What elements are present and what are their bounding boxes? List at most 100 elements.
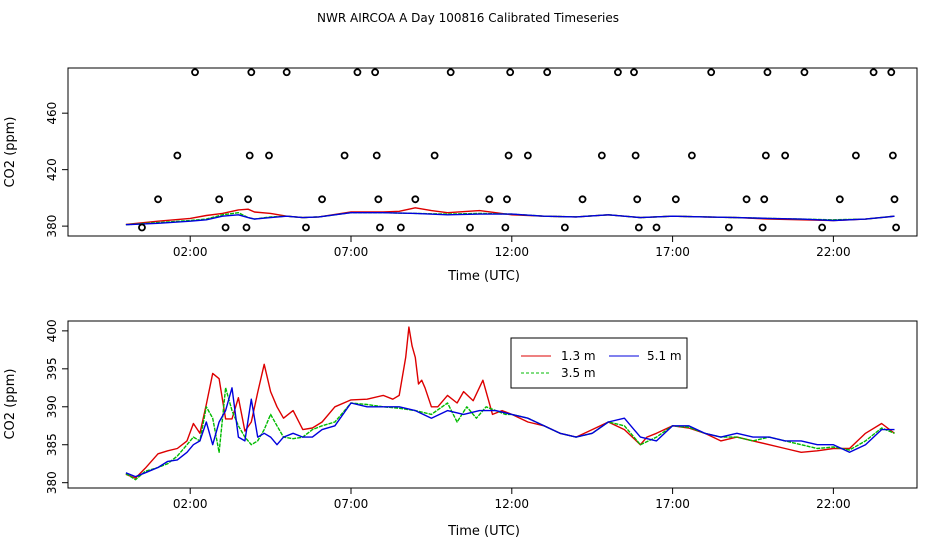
calibration-point [614,68,622,77]
calibration-point [851,151,860,160]
calibration-point [504,151,513,160]
bottom-y-tick-label: 400 [45,319,59,342]
calibration-point [138,223,146,232]
calibration-point [215,195,224,204]
calibration-point [543,68,552,77]
calibration-point [396,223,405,232]
calibration-point [247,68,256,77]
bottom-panel: 02:00 07:00 12:00 17:00 22:00 380 385 390 395 400… [3,319,918,539]
legend-box [510,337,688,389]
bottom-x-tick-label: 22:00 [816,497,851,511]
calibration-point [869,68,878,77]
page-title: NWR AIRCOA A Day 100816 Calibrated Times… [317,11,619,25]
calibration-point [630,68,638,77]
bottom-x-tick-label: 07:00 [334,497,369,511]
calibration-point [191,68,199,77]
top-y-tick-label: 420 [45,158,59,181]
bottom-y-tick-label: 385 [45,433,59,456]
top-y-axis-label: CO2 (ppm) [3,116,18,187]
calibration-point [318,195,326,204]
calibration-point [245,151,254,160]
calibration-point [282,68,291,77]
calibration-point [671,195,680,204]
calibration-point [724,223,733,232]
calibration-point [888,151,897,160]
bottom-y-axis-label: CO2 (ppm) [3,368,18,439]
calibration-point [890,195,899,204]
bottom-y-tick-label: 395 [45,357,59,380]
top-x-tick-label: 22:00 [816,245,851,259]
bottom-series-3-5-m [125,387,895,481]
top-x-tick-label: 12:00 [494,245,529,259]
calibration-point [302,223,310,232]
bottom-plot-marks [125,326,895,481]
bottom-series-1-3-m [125,326,895,479]
calibration-point [173,151,182,160]
bottom-x-axis-label: Time (UTC) [447,524,520,539]
calibration-point [652,223,661,232]
top-x-tick-label: 17:00 [655,245,690,259]
calibration-point [371,68,380,77]
calibration-point [265,151,273,160]
top-x-tick-label: 02:00 [173,245,208,259]
top-axis-ticks: 02:00 07:00 12:00 17:00 22:00 380 420 460 [45,102,851,259]
calibration-point [758,223,767,232]
bottom-series-5-1-m [125,387,895,478]
bottom-x-tick-label: 02:00 [173,497,208,511]
calibration-point [503,195,511,204]
calibration-point [634,223,643,232]
top-x-tick-label: 07:00 [334,245,369,259]
calibration-point [760,195,769,204]
bottom-axis-ticks: 02:00 07:00 12:00 17:00 22:00 380 385 390 395 400 [45,319,851,511]
calibration-point [707,68,716,77]
calibration-point [761,151,770,160]
bottom-x-tick-label: 17:00 [655,497,690,511]
calibration-point [466,223,474,232]
top-series-5-1-m [125,211,895,226]
calibration-point [781,151,790,160]
calibration-point [485,195,494,204]
calibration-point [506,68,515,77]
calibration-point [374,195,383,204]
calibration-point [411,195,420,204]
calibration-point [501,223,510,232]
bottom-y-tick-label: 390 [45,395,59,418]
calibration-point [430,151,439,160]
calibration-point [353,68,362,77]
bottom-plot-frame [67,320,918,489]
calibration-point [835,195,844,204]
calibration-point [340,151,349,160]
top-y-tick-label: 380 [45,215,59,238]
calibration-point [597,151,606,160]
top-plot-frame [67,67,918,237]
calibration-point [523,151,532,160]
calibration-point [242,223,251,232]
legend-label-3-5m: 3.5 m [561,366,596,380]
calibration-point [560,223,569,232]
calibration-point [887,68,896,77]
calibration-point [446,68,455,77]
calibration-point [818,223,827,232]
calibration-point [244,195,252,204]
calibration-point [372,151,381,160]
top-y-tick-label: 460 [45,102,59,125]
calibration-point [800,68,809,77]
calibration-point [633,195,642,204]
top-plot-marks [125,68,900,232]
calibration-point [154,195,162,204]
calibration-point [687,151,696,160]
bottom-x-tick-label: 12:00 [494,497,529,511]
calibration-point [578,195,587,204]
top-x-axis-label: Time (UTC) [447,269,520,284]
calibration-point [763,68,772,77]
calibration-point [376,223,384,232]
calibration-point [742,195,751,204]
legend: 1.3 m 3.5 m 5.1 m [510,337,688,389]
bottom-y-tick-label: 380 [45,471,59,494]
calibration-point [221,223,230,232]
legend-label-5-1m: 5.1 m [647,349,682,363]
legend-label-1-3m: 1.3 m [561,349,596,363]
calibration-point [892,223,900,232]
calibration-point [631,151,640,160]
